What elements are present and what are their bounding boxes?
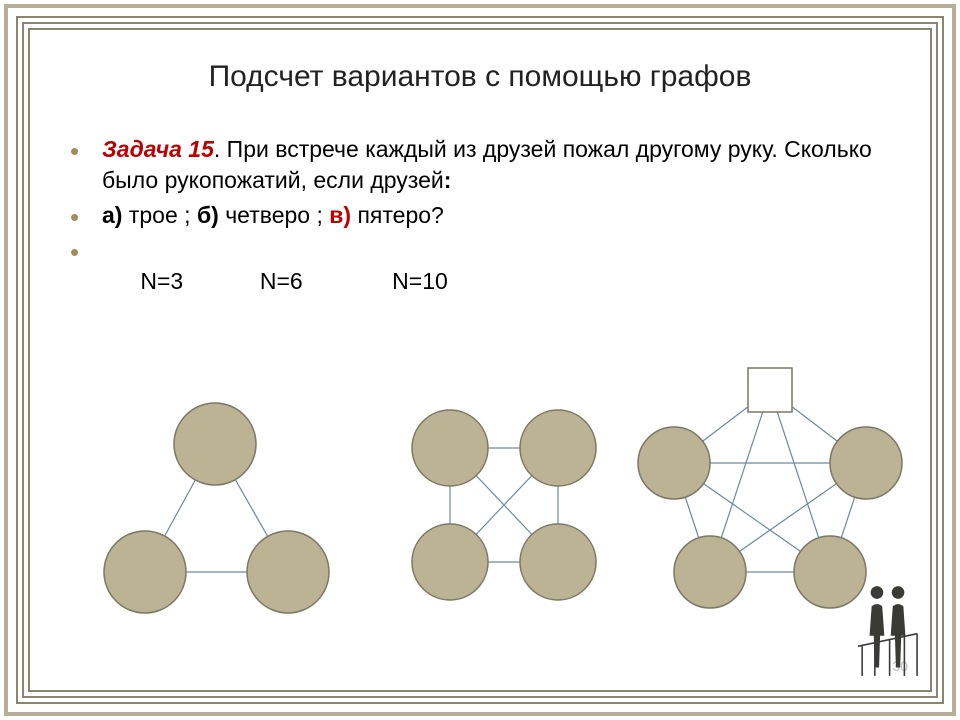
counts-text: N=3 N=6 N=10 bbox=[140, 268, 447, 294]
slide-content: Подсчет вариантов с помощью графов Задач… bbox=[40, 40, 920, 680]
bullet-1-colon: : bbox=[444, 167, 452, 193]
graph-node bbox=[674, 536, 746, 608]
graph-node bbox=[412, 524, 488, 600]
slide-title: Подсчет вариантов с помощью графов bbox=[40, 60, 920, 94]
opt-a-text: трое ; bbox=[122, 202, 196, 228]
graph-node bbox=[104, 531, 186, 613]
opt-a-label: а) bbox=[102, 202, 122, 228]
graph-k3 bbox=[90, 370, 350, 630]
graph-k4 bbox=[380, 370, 640, 630]
decorative-silhouette-icon bbox=[855, 583, 920, 678]
bullet-3: N=3 N=6 N=10 bbox=[70, 235, 910, 328]
bullet-1-text: . При встрече каждый из друзей пожал дру… bbox=[102, 136, 872, 193]
graph-node bbox=[520, 410, 596, 486]
opt-b-text: четверо ; bbox=[219, 202, 329, 228]
graph-node bbox=[247, 531, 329, 613]
graph-node bbox=[830, 427, 902, 499]
opt-b-label: б) bbox=[197, 202, 219, 228]
graph-node bbox=[174, 403, 256, 485]
graph-node bbox=[520, 524, 596, 600]
bullet-list: Задача 15. При встрече каждый из друзей … bbox=[70, 134, 910, 328]
task-label: Задача 15 bbox=[102, 136, 214, 162]
bullet-2: а) трое ; б) четверо ; в) пятеро? bbox=[70, 200, 910, 231]
graph-node bbox=[412, 410, 488, 486]
opt-c-label: в) bbox=[329, 202, 351, 228]
diagram-area bbox=[40, 340, 920, 680]
opt-c-text: пятеро? bbox=[351, 202, 444, 228]
bullet-1: Задача 15. При встрече каждый из друзей … bbox=[70, 134, 910, 196]
graph-node-square bbox=[748, 368, 792, 412]
graph-node bbox=[638, 427, 710, 499]
